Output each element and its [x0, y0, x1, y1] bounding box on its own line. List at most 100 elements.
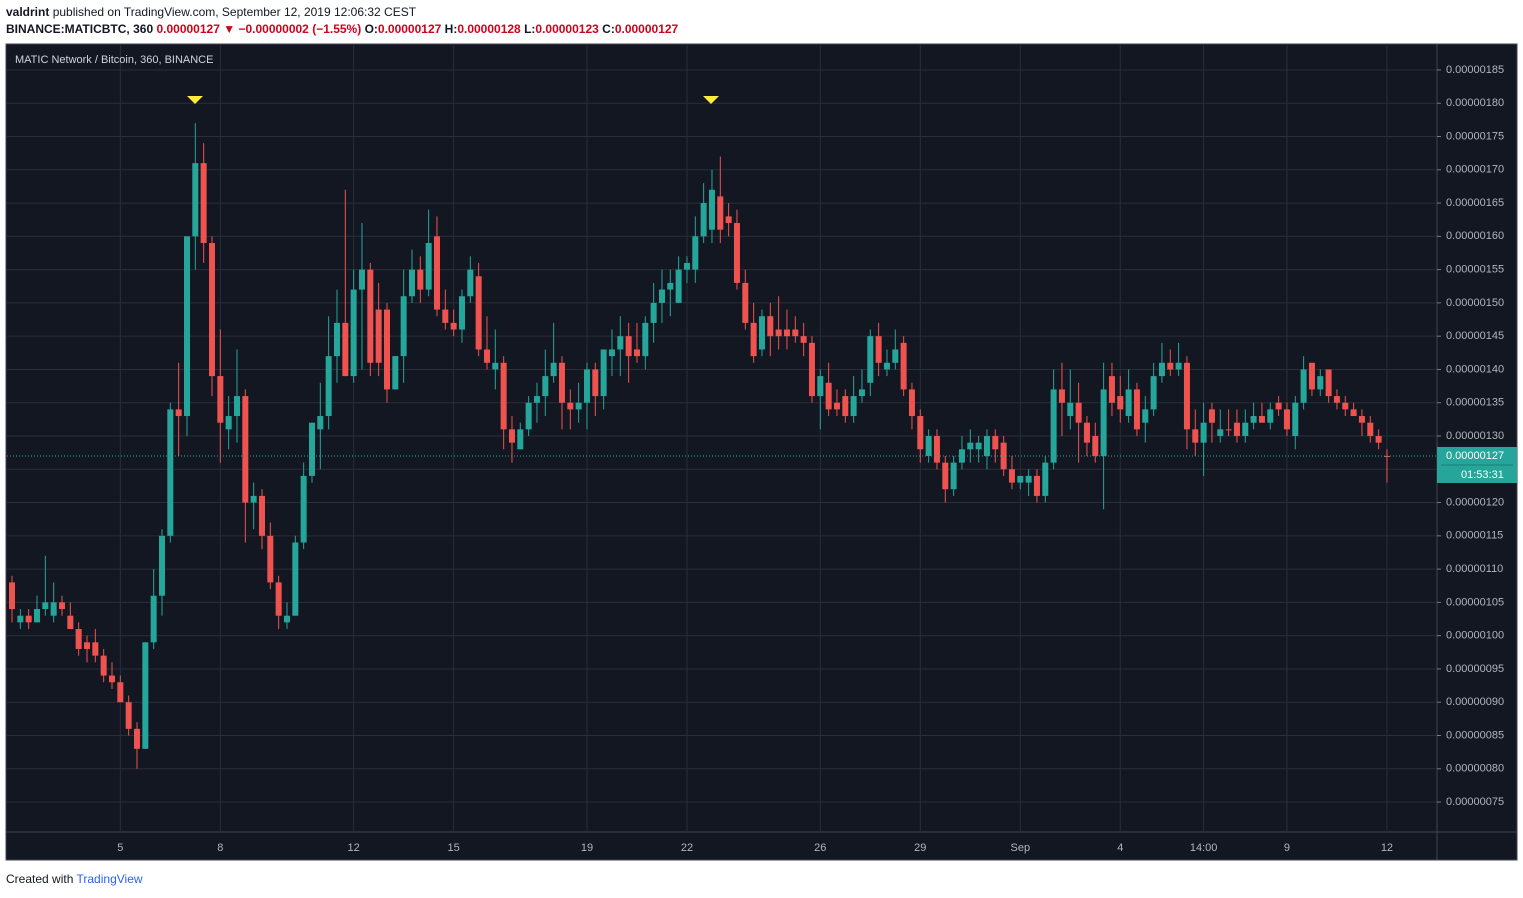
candle-body — [625, 336, 632, 357]
candle-body — [17, 615, 24, 623]
candle-body — [225, 416, 232, 430]
candle-body — [1150, 376, 1157, 410]
candle-body — [133, 728, 140, 749]
candle-body — [1108, 376, 1115, 403]
candle-body — [1142, 409, 1149, 423]
candle-body — [817, 376, 824, 397]
candle-body — [200, 163, 207, 243]
brand[interactable]: TradingView — [76, 872, 143, 886]
y-tick-label: 0.00000180 — [1446, 97, 1504, 109]
candle-body — [992, 436, 999, 450]
countdown: 01:53:31 — [1461, 469, 1504, 481]
y-tick-label: 0.00000105 — [1446, 596, 1504, 608]
o-label: O: — [364, 22, 378, 36]
symbol: BINANCE:MATICBTC, 360 — [6, 22, 154, 36]
candle-body — [808, 342, 815, 397]
y-tick-label: 0.00000155 — [1446, 264, 1504, 276]
y-tick-label: 0.00000170 — [1446, 164, 1504, 176]
candle-body — [617, 336, 624, 350]
candle-body — [733, 223, 740, 283]
candle-body — [517, 429, 524, 450]
candle-body — [392, 356, 399, 390]
candle-body — [1008, 469, 1015, 483]
candle-body — [1300, 369, 1307, 403]
candle-body — [658, 289, 665, 303]
candle-body — [283, 615, 290, 623]
candle-body — [525, 402, 532, 430]
candle-body — [450, 322, 457, 330]
candle-body — [767, 316, 774, 337]
candle-body — [683, 262, 690, 270]
candle-body — [1175, 362, 1182, 370]
candle-body — [925, 436, 932, 456]
candle-body — [442, 309, 449, 323]
candle-body — [1308, 362, 1315, 390]
y-tick-label: 0.00000135 — [1446, 397, 1504, 409]
y-tick-label: 0.00000140 — [1446, 363, 1504, 375]
candle-body — [717, 196, 724, 230]
candle-body — [608, 349, 615, 357]
candle-body — [1217, 429, 1224, 437]
candle-body — [1183, 362, 1190, 430]
candle-body — [1033, 475, 1040, 496]
candle-body — [117, 682, 124, 703]
candle-body — [583, 369, 590, 403]
candle-body — [267, 535, 274, 583]
candle-body — [183, 236, 190, 417]
y-tick-label: 0.00000115 — [1446, 530, 1503, 542]
candle-body — [1100, 389, 1107, 456]
candle-body — [33, 609, 40, 623]
candle-body — [950, 462, 957, 490]
candle-body — [1317, 376, 1324, 390]
y-tick-label: 0.00000100 — [1446, 630, 1504, 642]
candle-body — [458, 296, 465, 330]
publisher[interactable]: valdrint — [6, 5, 50, 19]
candle-body — [633, 349, 640, 357]
candle-body — [258, 495, 265, 536]
candle-body — [1208, 409, 1215, 423]
candle-body — [367, 269, 374, 363]
y-tick-label: 0.00000175 — [1446, 130, 1504, 142]
y-tick-label: 0.00000130 — [1446, 430, 1504, 442]
chart-title: MATIC Network / Bitcoin, 360, BINANCE — [15, 54, 213, 66]
candle-body — [108, 675, 115, 683]
candle-body — [317, 416, 324, 430]
y-tick-label: 0.00000160 — [1446, 230, 1504, 242]
candle-body — [300, 475, 307, 543]
x-tick-label: 12 — [1381, 842, 1393, 854]
candle-body — [867, 336, 874, 383]
candle-body — [642, 322, 649, 357]
candle-body — [558, 362, 565, 403]
candle-body — [217, 376, 224, 423]
candle-body — [933, 436, 940, 463]
candle-body — [58, 602, 65, 610]
o: 0.00000127 — [377, 22, 442, 36]
candle-body — [1342, 402, 1349, 410]
candle-body — [692, 236, 699, 270]
candle-body — [1092, 436, 1099, 456]
candle-body — [1125, 389, 1132, 417]
y-tick-label: 0.00000090 — [1446, 696, 1504, 708]
candle-body — [325, 356, 332, 417]
candle-body — [167, 409, 174, 536]
candle-body — [875, 336, 882, 363]
candle-body — [75, 629, 82, 649]
candle-body — [192, 163, 199, 237]
c: 0.00000127 — [614, 22, 679, 36]
y-tick-label: 0.00000095 — [1446, 663, 1504, 675]
candle-body — [125, 702, 132, 729]
candle-body — [250, 495, 257, 503]
candle-body — [1042, 462, 1049, 496]
candle-body — [575, 402, 582, 410]
marker — [187, 96, 203, 104]
candle-body — [1325, 369, 1332, 397]
y-tick-label: 0.00000165 — [1446, 197, 1504, 209]
x-tick-label: 8 — [217, 842, 223, 854]
candle-body — [1358, 416, 1365, 423]
candle-body — [1292, 402, 1299, 437]
publish-line: valdrint published on TradingView.com, S… — [6, 5, 416, 19]
marker — [703, 96, 719, 104]
c-label: C: — [602, 22, 615, 36]
candle-body — [1133, 389, 1140, 430]
candle-body — [700, 203, 707, 237]
